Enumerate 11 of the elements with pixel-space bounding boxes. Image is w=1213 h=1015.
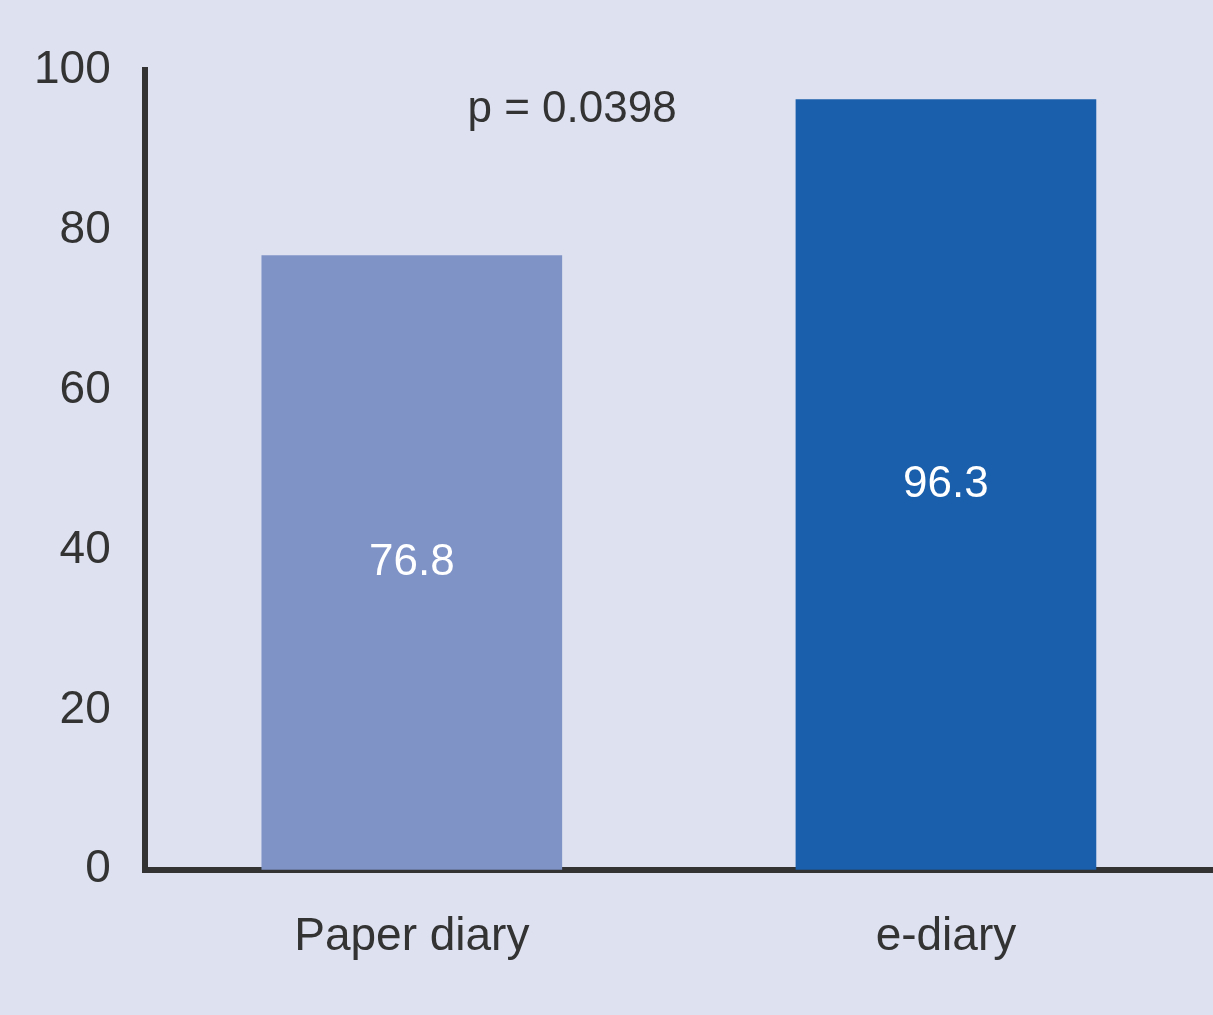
data-label: 76.8: [368, 534, 455, 584]
y-tick-label: 80: [59, 200, 111, 253]
y-tick-label: 100: [34, 40, 111, 93]
annotation: p = 0.0398: [467, 82, 677, 132]
y-tick-label: 60: [59, 360, 111, 413]
y-tick-label: 0: [85, 840, 111, 893]
x-tick-label: e-diary: [875, 908, 1017, 961]
y-tick-label: 40: [59, 520, 111, 573]
x-tick-label: Paper diary: [294, 908, 530, 961]
y-tick-label: 20: [59, 680, 111, 733]
data-label: 96.3: [903, 456, 989, 506]
